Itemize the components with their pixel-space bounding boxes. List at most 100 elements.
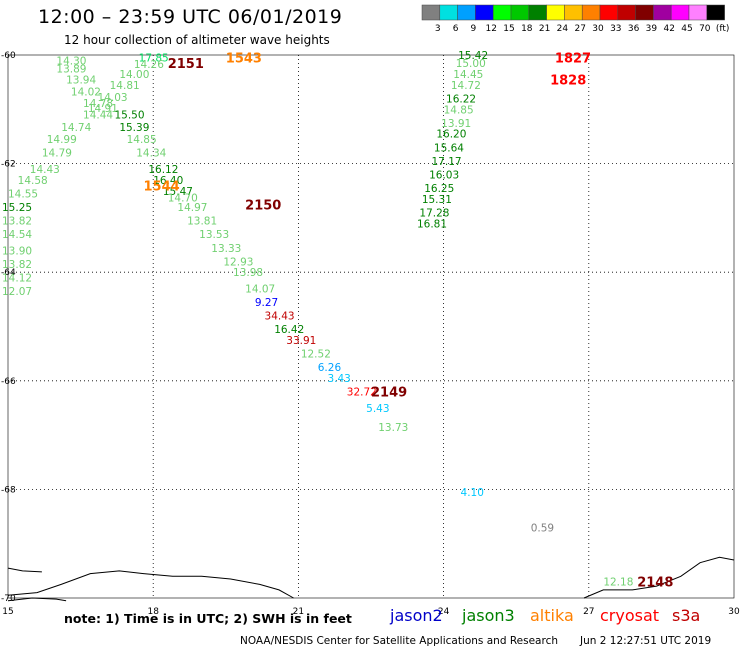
wave-height-value: 14.99 <box>47 134 77 146</box>
colorbar-swatch <box>635 4 654 21</box>
credit-line: NOAA/NESDIS Center for Satellite Applica… <box>240 635 558 647</box>
pass-time-labels: 2151 1543 1544 2150 2149 1827 1828 2148 <box>144 52 674 591</box>
colorbar-label: (ft) <box>716 24 730 34</box>
wave-height-value: 33.91 <box>286 335 316 347</box>
legend-cryosat: cryosat <box>600 606 660 625</box>
wave-height-value: 14.07 <box>245 283 275 295</box>
y-tick-label: -68 <box>1 485 16 495</box>
x-tick-label: 18 <box>147 607 159 617</box>
y-tick-label: -62 <box>1 160 16 170</box>
colorbar-swatch <box>617 4 636 21</box>
wave-height-value: 13.33 <box>211 243 241 255</box>
colorbar-swatch <box>546 4 565 21</box>
colorbar-swatch <box>510 4 530 21</box>
wave-height-value: 16.22 <box>446 93 476 105</box>
x-tick-label: 21 <box>293 607 304 617</box>
wave-height-value: 13.81 <box>187 216 217 228</box>
legend-jason3: jason3 <box>462 606 515 625</box>
colorbar-label: 27 <box>574 24 585 34</box>
x-tick-label: 27 <box>583 607 594 617</box>
page-subtitle: 12 hour collection of altimeter wave hei… <box>64 33 330 47</box>
wave-height-value: 14.55 <box>8 188 38 200</box>
wave-height-value: 14.81 <box>110 80 140 92</box>
wave-height-value: 14.26 <box>134 59 164 71</box>
wave-height-value: 15.42 <box>458 50 488 62</box>
wave-height-value: 14.85 <box>444 104 474 116</box>
wave-height-value: 12.93 <box>223 256 253 268</box>
wave-height-value: 14.54 <box>2 229 32 241</box>
wave-height-value: 16.03 <box>429 169 459 181</box>
y-tick-label: -64 <box>1 268 16 278</box>
wave-height-value: 14.91 <box>88 103 118 115</box>
wave-height-value: 5.43 <box>366 403 389 415</box>
colorbar-label: 21 <box>539 24 550 34</box>
pass-time-label: 1543 <box>226 52 262 67</box>
wave-height-value: 15.47 <box>163 186 193 198</box>
colorbar-label: 9 <box>471 24 477 34</box>
colorbar-label: 6 <box>453 24 459 34</box>
wave-height-value: 13.73 <box>378 422 408 434</box>
legend-s3a: s3a <box>672 606 701 625</box>
colorbar-label: 36 <box>628 24 640 34</box>
wave-height-value: 14.79 <box>42 148 72 160</box>
wave-height-value: 14.74 <box>61 122 91 134</box>
wave-height-value: 15.50 <box>114 110 144 122</box>
wave-height-value: 0.59 <box>531 522 554 534</box>
wave-height-value: 13.91 <box>441 118 471 130</box>
pass-time-label: 2150 <box>245 198 281 213</box>
pass-time-label: 2151 <box>168 57 204 72</box>
coastline-segment <box>7 567 42 573</box>
colorbar-label: 70 <box>699 24 711 34</box>
wave-height-value: 17.85 <box>139 53 169 65</box>
pass-time-label: 2149 <box>371 386 407 401</box>
colorbar-swatch <box>653 4 672 21</box>
wave-height-value: 16.81 <box>417 218 447 230</box>
x-tick-label: 15 <box>2 607 13 617</box>
colorbar-swatch <box>457 4 476 21</box>
wave-height-value: 14.85 <box>127 134 157 146</box>
generated-timestamp: Jun 2 12:27:51 UTC 2019 <box>580 635 712 647</box>
colorbar-label: 45 <box>681 24 692 34</box>
wave-height-value: 13.82 <box>2 216 32 228</box>
wave-height-value: 32.72 <box>347 387 377 399</box>
colorbar-swatch <box>564 4 583 21</box>
wave-height-value: 14.00 <box>119 69 149 81</box>
wave-height-value: 6.26 <box>318 362 342 374</box>
coastline <box>7 556 735 602</box>
wave-height-value: 14.44 <box>83 110 113 122</box>
wave-height-value: 12.52 <box>301 349 331 361</box>
wave-height-value: 14.02 <box>71 86 101 98</box>
wave-height-value: 34.43 <box>265 311 295 323</box>
wave-height-value: 3.43 <box>327 373 350 385</box>
wave-height-value: 16.20 <box>436 129 466 141</box>
wave-height-value: 15.31 <box>422 194 452 206</box>
wave-height-value: 13.90 <box>2 245 32 257</box>
colorbar-label: 39 <box>646 24 658 34</box>
color-scale-bar: 3 6 9 12 15 18 21 24 27 30 33 36 39 42 45 70 (ft) <box>421 4 730 34</box>
colorbar-swatch <box>528 4 547 21</box>
wave-height-value: 12.18 <box>603 577 633 589</box>
y-tick-label: -70 <box>1 594 16 604</box>
wave-height-value: 9.27 <box>255 297 278 309</box>
wave-height-value: 14.03 <box>98 92 128 104</box>
wave-height-value: 12.07 <box>2 286 32 298</box>
coastline-segment <box>7 570 294 599</box>
legend-altika: altika <box>530 606 574 625</box>
wave-height-value: 13.53 <box>199 229 229 241</box>
wave-height-value: 13.89 <box>56 64 86 76</box>
colorbar-label: 30 <box>592 24 604 34</box>
colorbar-swatch <box>599 4 619 21</box>
colorbar-label: 15 <box>503 24 514 34</box>
wave-height-labels: 17.85 14.30 14.26 13.89 14.00 13.94 14.81 14.02… <box>2 50 633 589</box>
wave-height-value: 4.10 <box>461 487 484 499</box>
pass-time-label: 2148 <box>637 576 673 591</box>
wave-height-value: 16.12 <box>148 164 178 176</box>
axis-ticks: 15 18 21 24 27 30 -60 -62 -64 -66 -68 -70 <box>1 51 740 617</box>
wave-height-value: 16.25 <box>424 183 454 195</box>
pass-time-label: 1544 <box>144 179 180 194</box>
pass-time-label: 1828 <box>550 73 586 88</box>
x-tick-label: 30 <box>728 607 740 617</box>
wave-height-value: 13.82 <box>2 259 32 271</box>
wave-height-value: 14.12 <box>2 273 32 285</box>
